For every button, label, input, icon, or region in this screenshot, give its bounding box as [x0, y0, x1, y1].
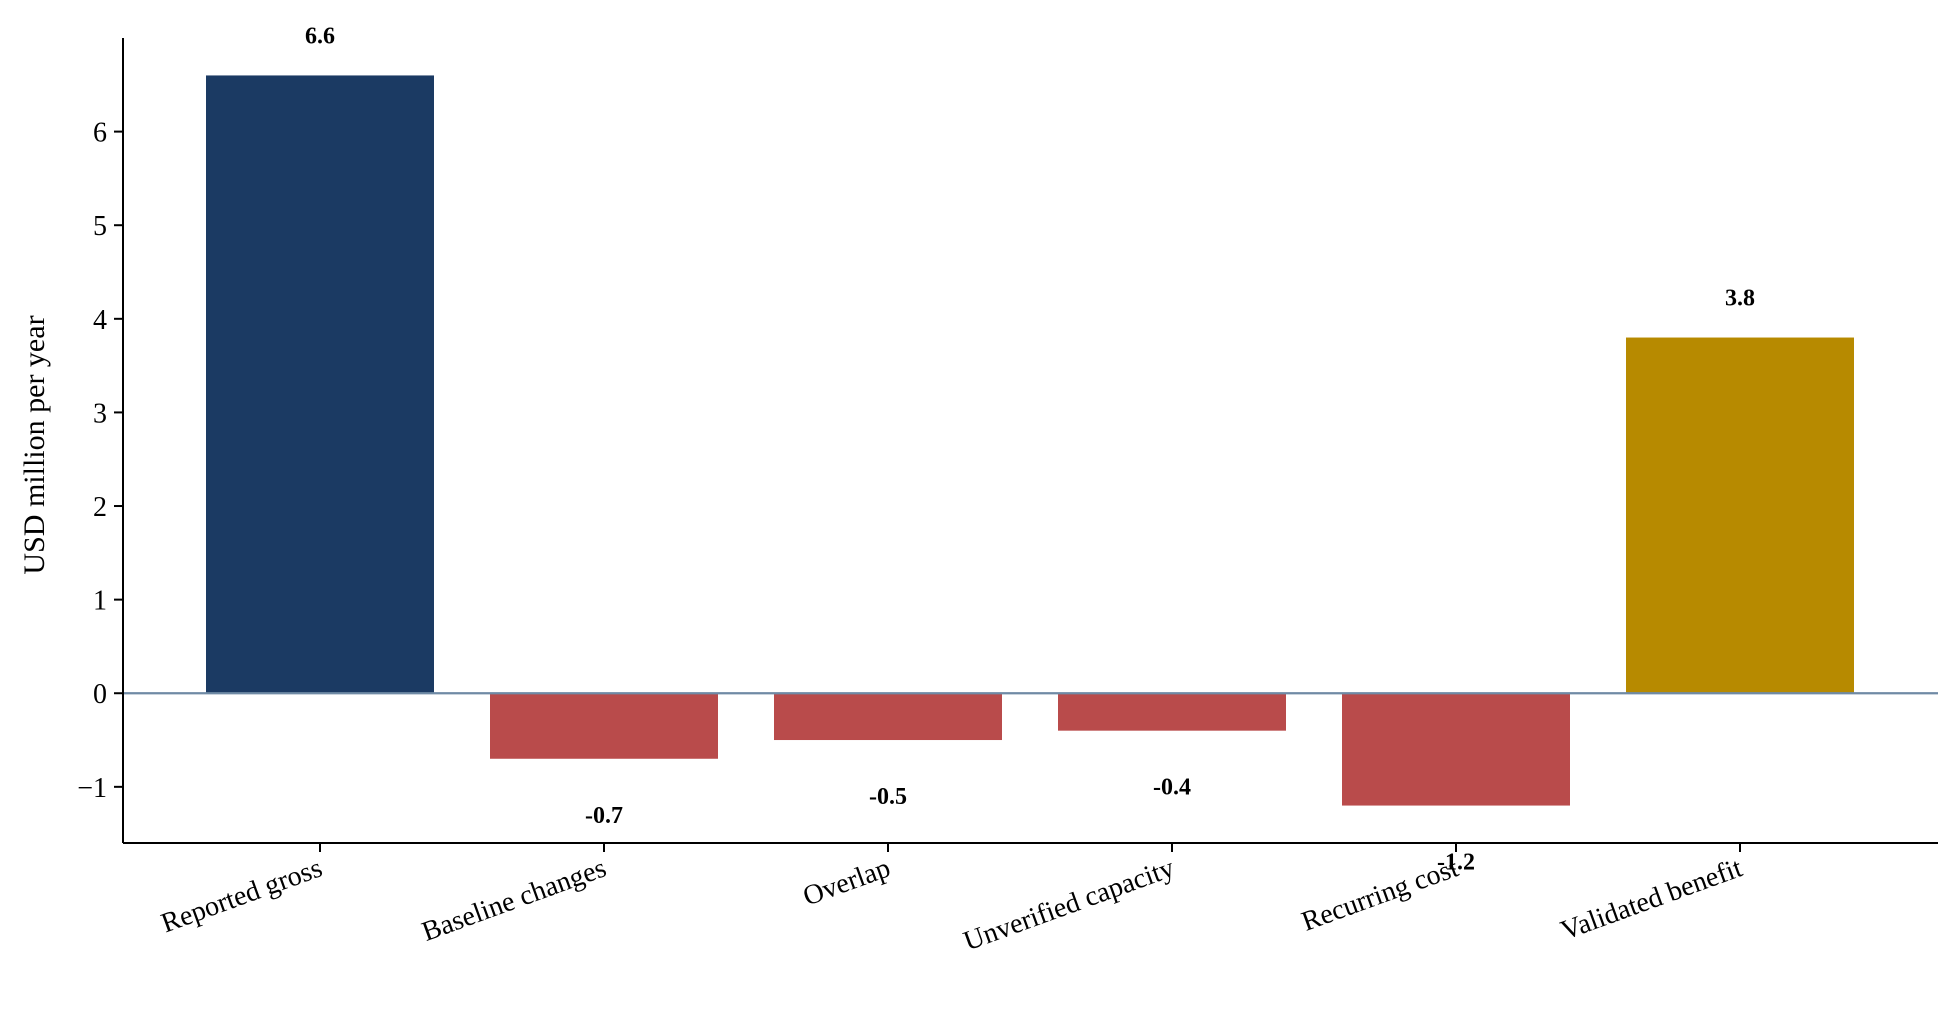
value-labels-group: 6.6 -0.7 -0.5 -0.4 -1.2 3.8: [305, 23, 1755, 875]
x-tick-label: Overlap: [799, 852, 894, 912]
bar-baseline-changes: [490, 693, 718, 759]
y-tick-label: 6: [93, 118, 107, 149]
value-label: -0.7: [585, 803, 623, 829]
y-tick-label: 5: [93, 211, 107, 242]
value-label: -0.4: [1153, 775, 1191, 801]
y-tick-label: 0: [93, 679, 107, 710]
value-label: 3.8: [1725, 286, 1755, 312]
y-tick-label: −1: [77, 773, 107, 804]
value-label: -1.2: [1437, 850, 1475, 876]
bar-recurring-cost: [1342, 693, 1570, 806]
x-tick-label: Reported gross: [157, 852, 326, 939]
bars-group: [206, 75, 1854, 806]
x-tick-label: Validated benefit: [1557, 852, 1747, 946]
x-tick-label: Unverified capacity: [960, 852, 1179, 957]
value-label: -0.5: [869, 784, 907, 810]
y-tick-label: 3: [93, 398, 107, 429]
y-tick-label: 1: [93, 586, 107, 617]
x-ticks-group: Reported gross Baseline changes Overlap Unv…: [157, 843, 1747, 957]
bar-overlap: [774, 693, 1002, 741]
axes-group: [122, 38, 1938, 844]
y-ticks-group: −1 0 1 2 3 4 5 6: [77, 118, 123, 804]
bar-unverified-capacity: [1058, 693, 1286, 731]
y-axis-title: USD million per year: [18, 315, 51, 574]
bar-validated-benefit: [1626, 337, 1854, 694]
value-label: 6.6: [305, 23, 335, 49]
y-tick-label: 2: [93, 492, 107, 523]
x-tick-label: Baseline changes: [418, 852, 611, 947]
y-tick-label: 4: [93, 305, 107, 336]
bar-reported-gross: [206, 75, 434, 694]
